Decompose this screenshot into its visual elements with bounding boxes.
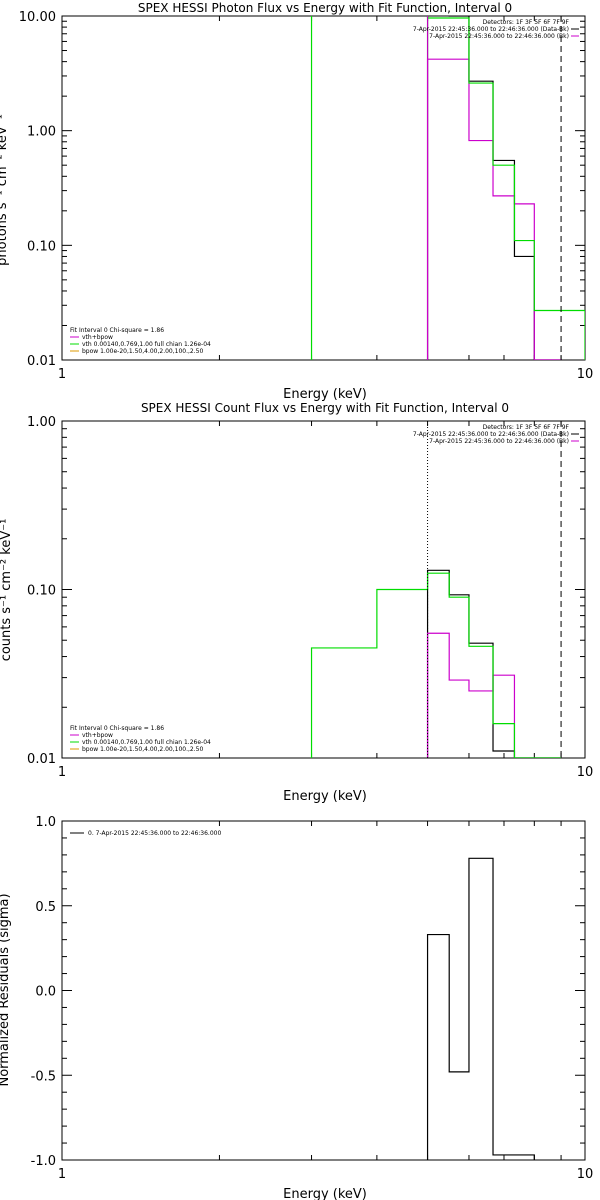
count-plot-area: 1 10 0.01 0.10 1.00 Detectors: 1F 3F 5F 6F 7F… [27, 415, 593, 780]
photon-legend-topright-2: 7-Apr-2015 22:45:36.000 to 22:46:36.000 … [429, 33, 569, 40]
photon-flux-panel: SPEX HESSI Photon Flux vs Energy with Fi… [0, 1, 593, 402]
photon-y-tick-label: 10.00 [19, 10, 56, 25]
photon-panel-title: SPEX HESSI Photon Flux vs Energy with Fi… [138, 1, 512, 15]
count-legend-topright-1: 7-Apr-2015 22:45:36.000 to 22:46:36.000 … [413, 431, 569, 438]
photon-legend-topright-1: 7-Apr-2015 22:45:36.000 to 22:46:36.000 … [413, 26, 569, 33]
count-x-tick-label: 10 [577, 765, 594, 780]
count-legend-bottomleft-1: vth+bpow [82, 732, 113, 739]
count-y-tick-label: 0.01 [27, 752, 56, 767]
residuals-y-tick-label: -0.5 [31, 1069, 56, 1084]
photon-x-tick-label: 1 [58, 367, 66, 382]
count-flux-panel: SPEX HESSI Count Flux vs Energy with Fit… [0, 401, 593, 804]
residuals-x-tick-label: 1 [58, 1167, 66, 1182]
photon-legend-bottomleft-1: vth+bpow [82, 334, 113, 341]
photon-legend-bottomleft-0: Fit Interval 0 Chi-square = 1.86 [70, 327, 164, 334]
count-legend-bottomleft-0: Fit Interval 0 Chi-square = 1.86 [70, 725, 164, 732]
residuals-x-tick-label: 10 [577, 1167, 594, 1182]
photon-legend-topright-0: Detectors: 1F 3F 5F 6F 7F 9F [483, 19, 570, 26]
photon-axes-frame [61, 15, 586, 361]
residuals-y-axis-label: Normalized Residuals (sigma) [0, 893, 12, 1086]
residuals-axes-frame [61, 820, 586, 1161]
photon-y-tick-label: 0.01 [27, 354, 56, 369]
photon-x-tick-label: 10 [577, 367, 594, 382]
count-y-tick-label: 1.00 [27, 415, 56, 430]
count-series-2 [310, 572, 562, 758]
photon-legend-bottomleft-2: vth 0.00140,0.769,1.00 full chian 1.26e-… [82, 341, 211, 348]
photon-y-tick-label: 1.00 [27, 125, 56, 140]
residuals-y-tick-label: 0.0 [35, 985, 56, 1000]
count-x-axis-label: Energy (keV) [283, 789, 367, 804]
count-series-0 [426, 569, 562, 758]
count-panel-title: SPEX HESSI Count Flux vs Energy with Fit… [141, 401, 509, 415]
residuals-x-axis-label: Energy (keV) [283, 1187, 367, 1200]
residuals-series-0 [426, 857, 535, 1160]
count-axes-frame [61, 420, 586, 759]
residuals-panel: Energy (keV) Normalized Residuals (sigma… [0, 815, 593, 1200]
residuals-y-tick-label: 0.5 [35, 900, 56, 915]
count-series-1 [426, 632, 562, 758]
count-legend-topright-0: Detectors: 1F 3F 5F 6F 7F 9F [483, 424, 570, 431]
residuals-legend-topleft-0: 0. 7-Apr-2015 22:45:36.000 to 22:46:36.0… [88, 830, 221, 837]
photon-series-2 [310, 16, 585, 360]
photon-series-1 [426, 58, 562, 360]
count-legend-topright-2: 7-Apr-2015 22:45:36.000 to 22:46:36.000 … [429, 438, 569, 445]
residuals-plot-area: 1 10 -1.0 -0.5 0.0 0.5 1.0 0. 7-Apr-2015 22:45:… [31, 815, 594, 1182]
photon-plot-area: 1 10 0.01 0.10 1.00 10.00 Detectors: 1F 3F 5F … [19, 10, 593, 382]
count-x-tick-label: 1 [58, 765, 66, 780]
photon-series-0 [426, 16, 562, 360]
residuals-y-tick-label: 1.0 [35, 815, 56, 830]
photon-legend-bottomleft-3: bpow 1.00e-20,1.50,4.00,2.00,100.,2.50 [82, 348, 203, 355]
count-y-tick-label: 0.10 [27, 584, 56, 599]
photon-y-tick-label: 0.10 [27, 239, 56, 254]
photon-y-axis-label: photons s⁻¹ cm⁻² keV⁻¹ [0, 114, 10, 266]
count-legend-bottomleft-2: vth 0.00140,0.769,1.00 full chian 1.26e-… [82, 739, 211, 746]
count-y-axis-label: counts s⁻¹ cm⁻² keV⁻¹ [0, 519, 14, 662]
count-legend-bottomleft-3: bpow 1.00e-20,1.50,4.00,2.00,100.,2.50 [82, 746, 203, 753]
residuals-y-tick-label: -1.0 [31, 1154, 56, 1169]
photon-x-axis-label: Energy (keV) [283, 387, 367, 402]
